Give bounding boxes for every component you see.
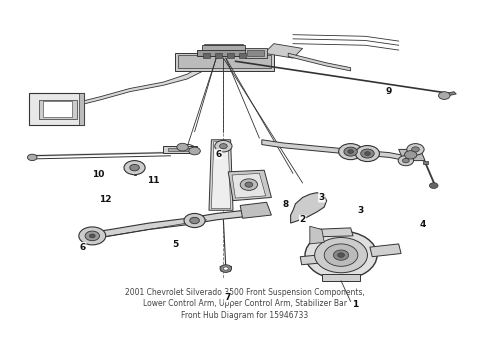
Polygon shape	[227, 53, 234, 58]
Circle shape	[315, 238, 368, 273]
Circle shape	[79, 227, 106, 245]
Circle shape	[245, 182, 253, 187]
Circle shape	[338, 253, 344, 257]
Polygon shape	[300, 255, 319, 265]
Polygon shape	[232, 174, 266, 198]
Circle shape	[223, 267, 228, 270]
Polygon shape	[312, 228, 353, 237]
Polygon shape	[204, 44, 243, 45]
Circle shape	[355, 145, 379, 162]
Polygon shape	[423, 161, 428, 165]
Polygon shape	[228, 170, 271, 201]
Polygon shape	[370, 244, 401, 257]
Circle shape	[85, 231, 99, 241]
Circle shape	[240, 179, 257, 190]
Polygon shape	[264, 44, 303, 58]
Text: 4: 4	[419, 220, 426, 229]
Text: 5: 5	[172, 240, 178, 249]
Text: 11: 11	[147, 176, 160, 185]
Circle shape	[220, 265, 232, 273]
Circle shape	[184, 213, 205, 228]
Polygon shape	[43, 101, 72, 117]
Polygon shape	[322, 274, 360, 281]
Polygon shape	[247, 50, 264, 57]
Circle shape	[220, 144, 227, 149]
Text: 2001 Chevrolet Silverado 3500 Front Suspension Components,
Lower Control Arm, Up: 2001 Chevrolet Silverado 3500 Front Susp…	[125, 288, 365, 320]
Polygon shape	[440, 92, 456, 97]
Circle shape	[215, 140, 232, 152]
Polygon shape	[168, 148, 192, 151]
Text: 6: 6	[79, 243, 86, 252]
Circle shape	[429, 183, 438, 189]
Polygon shape	[240, 202, 271, 218]
Text: 12: 12	[99, 194, 112, 203]
Polygon shape	[79, 93, 84, 125]
Circle shape	[305, 231, 377, 279]
Polygon shape	[82, 53, 223, 104]
Polygon shape	[220, 266, 232, 271]
Polygon shape	[175, 53, 274, 71]
Text: 9: 9	[386, 87, 392, 96]
Circle shape	[402, 158, 409, 163]
Circle shape	[130, 165, 139, 171]
Circle shape	[339, 144, 363, 159]
Polygon shape	[262, 140, 406, 161]
Polygon shape	[239, 53, 246, 58]
Text: 1: 1	[352, 300, 359, 309]
Text: 7: 7	[224, 293, 230, 302]
Polygon shape	[211, 141, 231, 209]
Polygon shape	[291, 193, 327, 223]
Circle shape	[365, 152, 370, 156]
Polygon shape	[163, 146, 197, 153]
Polygon shape	[89, 209, 262, 239]
Polygon shape	[203, 53, 210, 58]
Text: 6: 6	[216, 150, 221, 159]
Text: 8: 8	[283, 200, 289, 209]
Polygon shape	[399, 149, 425, 161]
Text: 3: 3	[357, 206, 364, 215]
Circle shape	[177, 143, 188, 151]
Polygon shape	[39, 100, 77, 119]
Polygon shape	[288, 53, 351, 71]
Circle shape	[407, 144, 424, 155]
Circle shape	[348, 150, 353, 154]
Polygon shape	[245, 49, 267, 58]
Circle shape	[27, 154, 37, 161]
Polygon shape	[197, 50, 255, 57]
Polygon shape	[178, 55, 271, 68]
Circle shape	[89, 234, 95, 238]
Circle shape	[333, 250, 349, 260]
Circle shape	[404, 151, 417, 159]
Text: 2: 2	[299, 215, 306, 224]
Circle shape	[361, 149, 374, 158]
Polygon shape	[202, 45, 245, 50]
Polygon shape	[29, 93, 84, 125]
Circle shape	[324, 244, 358, 266]
Text: 10: 10	[92, 170, 105, 179]
Circle shape	[124, 161, 145, 175]
Circle shape	[439, 92, 450, 99]
Circle shape	[398, 156, 414, 166]
Text: 3: 3	[318, 193, 325, 202]
Circle shape	[412, 147, 419, 152]
Polygon shape	[215, 53, 222, 58]
Polygon shape	[209, 140, 233, 210]
Circle shape	[190, 217, 199, 224]
Circle shape	[189, 147, 200, 155]
Circle shape	[344, 147, 357, 156]
Polygon shape	[310, 226, 324, 244]
